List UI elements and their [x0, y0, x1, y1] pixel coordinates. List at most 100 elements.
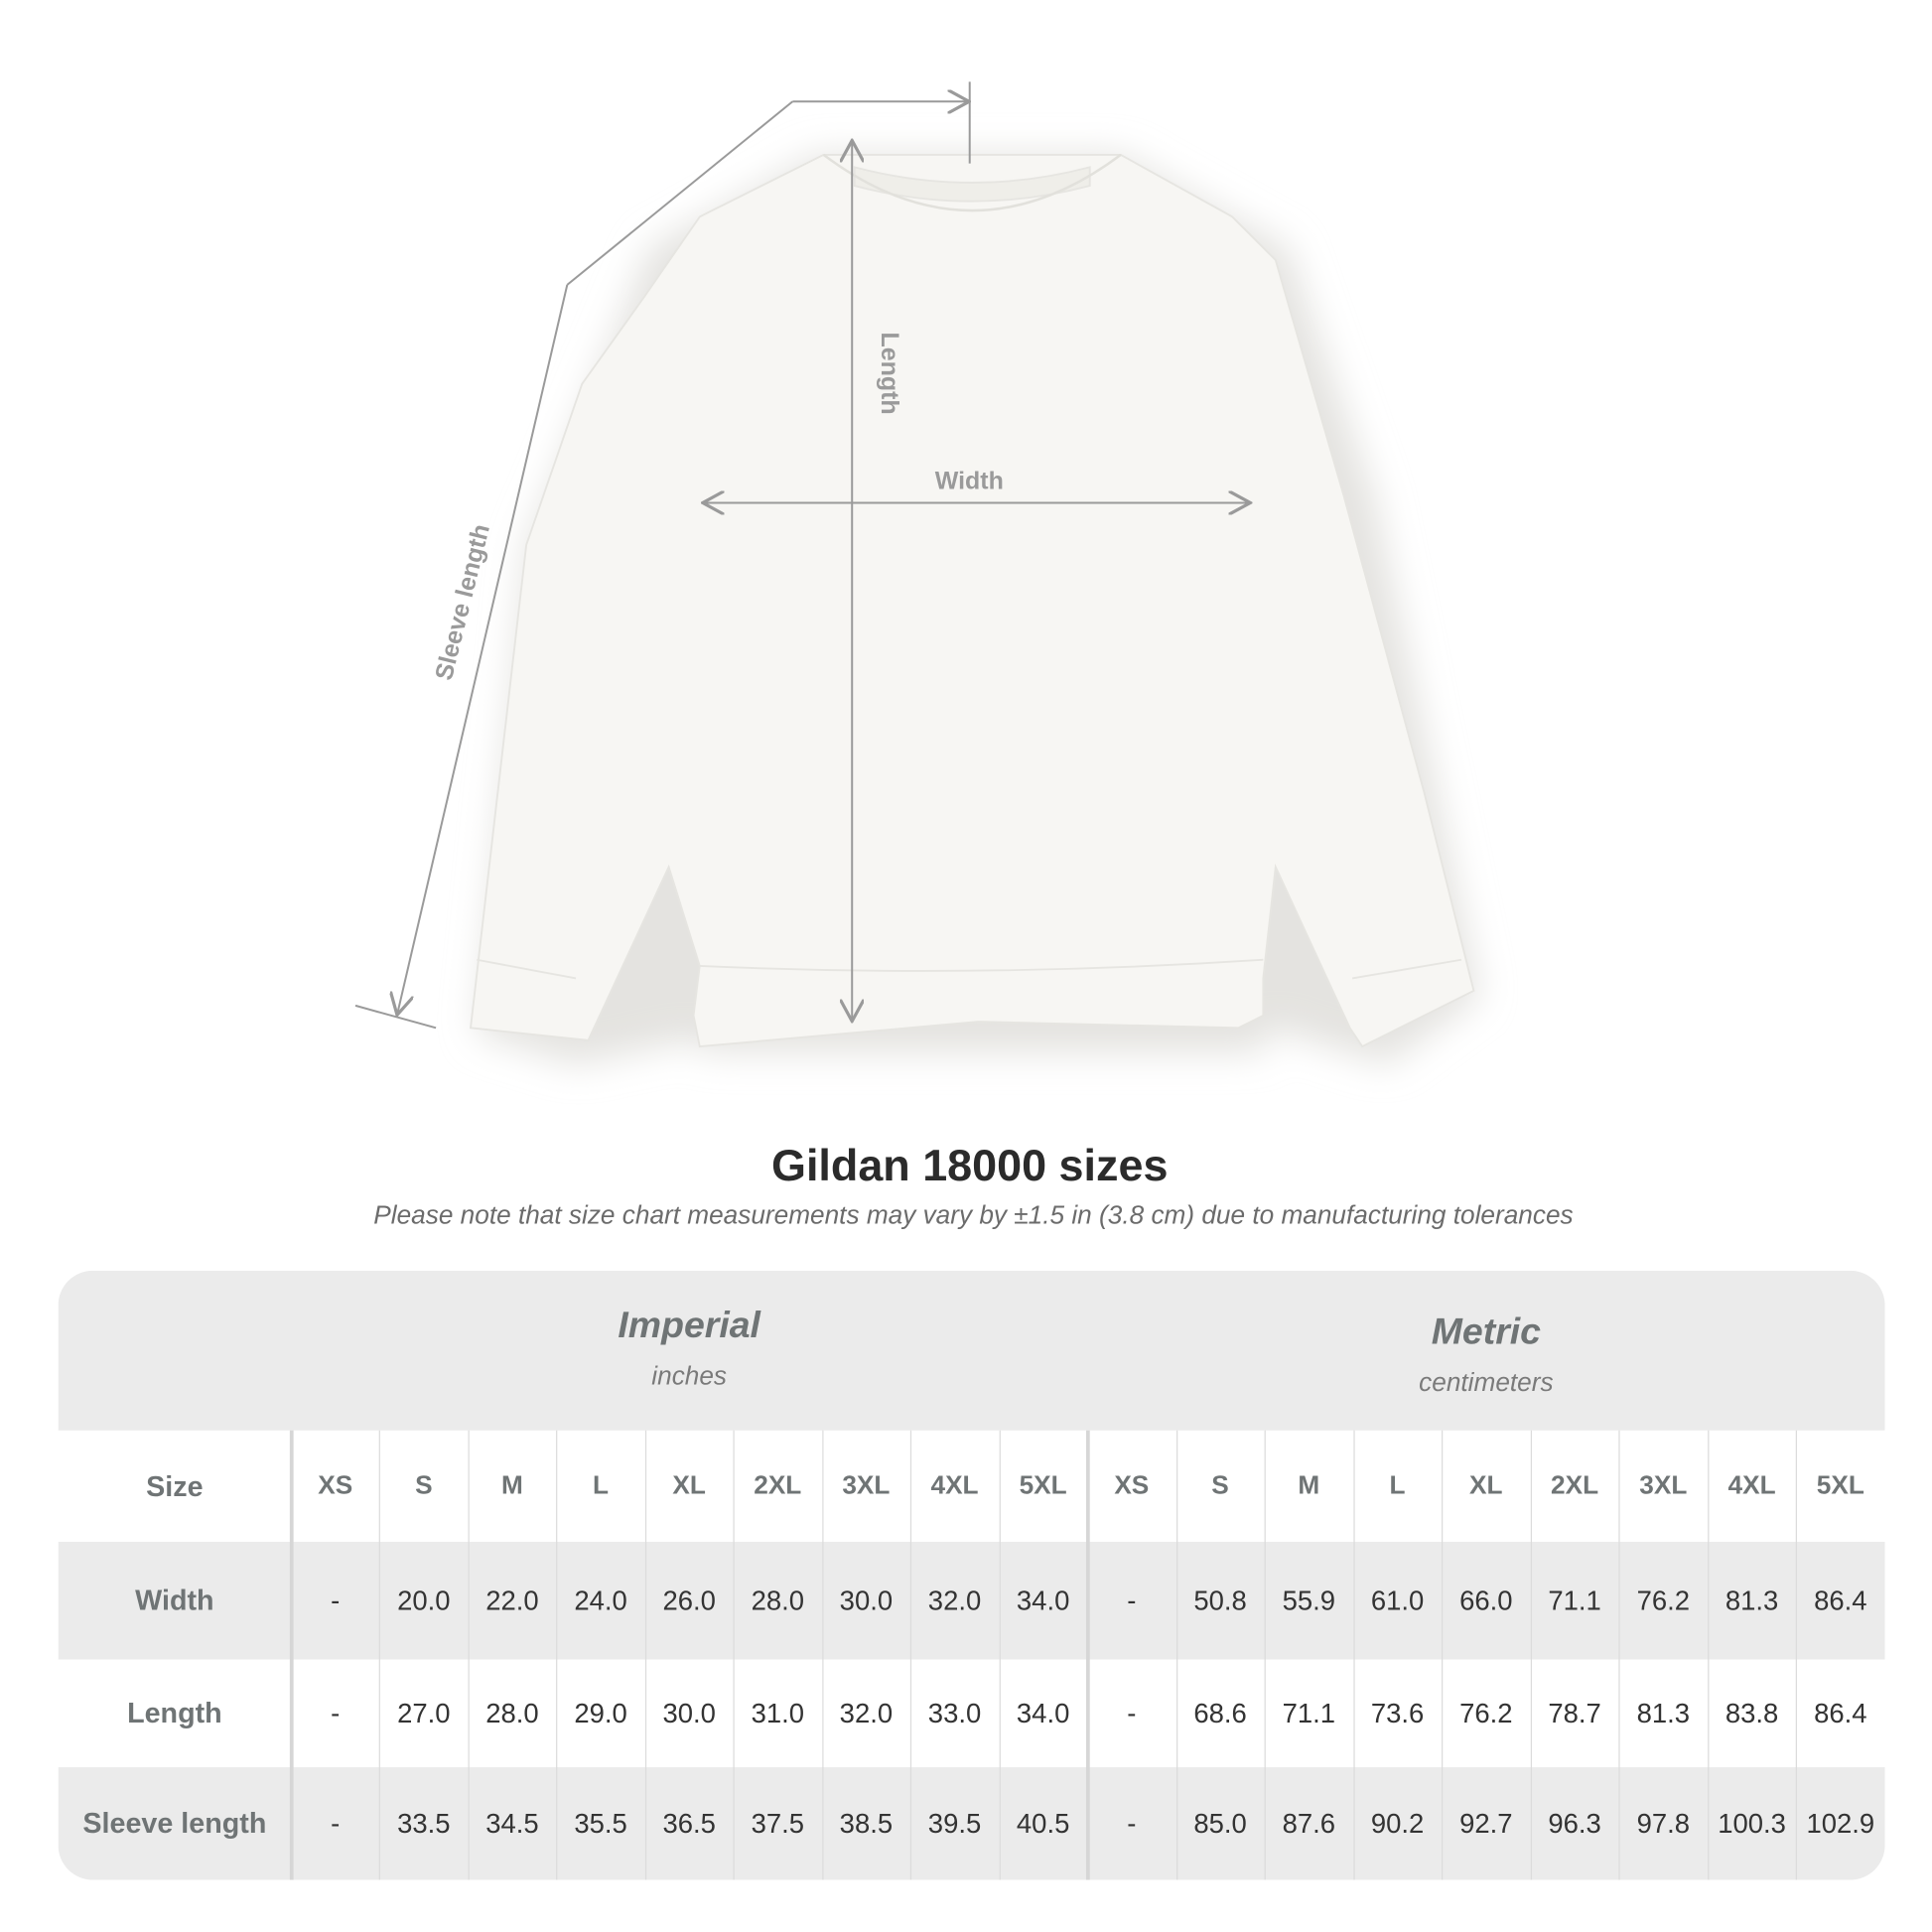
metric-unit: centimeters [1419, 1368, 1554, 1398]
imperial-size-header: 3XL [842, 1470, 891, 1500]
imperial-size-header: M [501, 1470, 523, 1500]
imperial-value-cell: 31.0 [751, 1697, 804, 1728]
imperial-value-cell: 40.5 [1016, 1807, 1070, 1839]
imperial-size-header: XS [318, 1470, 353, 1500]
imperial-size-header: XL [672, 1470, 706, 1500]
column-divider [1352, 1430, 1355, 1880]
metric-value-cell: 61.0 [1370, 1585, 1425, 1616]
metric-value-cell: 50.8 [1193, 1585, 1247, 1616]
column-divider [644, 1430, 646, 1880]
imperial-value-cell: 33.5 [397, 1807, 451, 1839]
metric-value-cell: 92.7 [1459, 1807, 1513, 1839]
column-divider [1264, 1430, 1266, 1880]
imperial-value-cell: 34.0 [1016, 1697, 1070, 1728]
row-label: Length [127, 1696, 222, 1729]
imperial-value-cell: 33.0 [927, 1697, 982, 1728]
metric-value-cell: 86.4 [1814, 1585, 1867, 1616]
metric-value-cell: 76.2 [1459, 1697, 1513, 1728]
metric-value-cell: 55.9 [1282, 1585, 1336, 1616]
metric-value-cell: 71.1 [1282, 1697, 1336, 1728]
metric-value-cell: 97.8 [1636, 1807, 1691, 1839]
metric-size-header: XL [1469, 1470, 1503, 1500]
length-label: Length [875, 332, 903, 415]
metric-value-cell: 71.1 [1548, 1585, 1601, 1616]
imperial-value-cell: - [331, 1585, 341, 1616]
metric-size-header: L [1389, 1470, 1406, 1500]
metric-value-cell: 102.9 [1806, 1807, 1875, 1839]
sweatshirt [469, 153, 1475, 1048]
column-divider [909, 1430, 912, 1880]
size-table: Imperial inches Metric centimeters Size XS S M L… [58, 1270, 1885, 1880]
column-divider [468, 1430, 470, 1880]
imperial-value-cell: 30.0 [662, 1697, 716, 1728]
size-label: Size [146, 1469, 204, 1502]
imperial-group: Imperial inches [291, 1271, 1087, 1465]
metric-value-cell: 73.6 [1370, 1697, 1425, 1728]
imperial-value-cell: 20.0 [397, 1585, 451, 1616]
row-band [58, 1542, 1885, 1660]
metric-value-cell: 85.0 [1193, 1807, 1247, 1839]
sweatshirt-diagram [354, 81, 1480, 1065]
column-divider [1085, 1430, 1090, 1880]
metric-size-header: 2XL [1551, 1470, 1599, 1500]
imperial-value-cell: - [331, 1697, 341, 1728]
table-row: Sleeve length - 33.5 34.5 35.5 36.5 37.5 38.5 39… [59, 1767, 1885, 1880]
metric-heading: Metric [1431, 1311, 1541, 1353]
page-title: Gildan 18000 sizes [771, 1139, 1169, 1190]
imperial-value-cell: 28.0 [751, 1585, 804, 1616]
imperial-value-cell: 38.5 [839, 1807, 894, 1839]
column-divider [1618, 1430, 1620, 1880]
metric-value-cell: - [1127, 1697, 1137, 1728]
row-label: Width [135, 1584, 214, 1616]
column-divider [1175, 1430, 1177, 1880]
imperial-size-header: 4XL [930, 1470, 979, 1500]
imperial-value-cell: 39.5 [927, 1807, 982, 1839]
metric-group: Metric centimeters [1087, 1271, 1884, 1471]
metric-size-header: 5XL [1816, 1470, 1864, 1500]
row-label: Sleeve length [82, 1806, 267, 1840]
metric-value-cell: 86.4 [1814, 1697, 1867, 1728]
imperial-value-cell: 24.0 [574, 1585, 627, 1616]
metric-size-header: 3XL [1639, 1470, 1688, 1500]
column-divider [1442, 1430, 1444, 1880]
width-label: Width [934, 468, 1004, 495]
column-divider [999, 1430, 1001, 1880]
imperial-size-header: S [415, 1470, 433, 1500]
metric-value-cell: - [1127, 1585, 1137, 1616]
imperial-unit: inches [651, 1362, 728, 1391]
metric-value-cell: 83.8 [1725, 1697, 1779, 1728]
imperial-size-header: 5XL [1019, 1470, 1067, 1500]
row-band [58, 1767, 1885, 1880]
imperial-value-cell: - [331, 1807, 341, 1839]
metric-value-cell: 81.3 [1725, 1585, 1779, 1616]
imperial-value-cell: 30.0 [839, 1585, 894, 1616]
column-divider [821, 1430, 824, 1880]
imperial-heading: Imperial [618, 1305, 760, 1346]
imperial-value-cell: 32.0 [839, 1697, 894, 1728]
metric-size-header: XS [1114, 1470, 1150, 1500]
imperial-value-cell: 34.5 [485, 1807, 539, 1839]
column-divider [289, 1430, 294, 1880]
imperial-value-cell: 34.0 [1016, 1585, 1070, 1616]
imperial-value-cell: 26.0 [662, 1585, 716, 1616]
metric-value-cell: - [1127, 1807, 1137, 1839]
imperial-value-cell: 36.5 [662, 1807, 716, 1839]
measurement-lines [354, 81, 1248, 1030]
metric-size-header: 4XL [1727, 1470, 1776, 1500]
column-divider [556, 1430, 558, 1880]
imperial-value-cell: 27.0 [397, 1697, 451, 1728]
tolerance-note: Please note that size chart measurements… [373, 1200, 1574, 1230]
column-divider [733, 1430, 735, 1880]
table-row: Length - 27.0 28.0 29.0 30.0 31.0 32.0 33.0 34.0 -… [59, 1660, 1885, 1768]
metric-size-header: S [1211, 1470, 1229, 1500]
column-divider [1530, 1430, 1532, 1880]
column-divider [379, 1430, 381, 1880]
metric-value-cell: 100.3 [1718, 1807, 1786, 1839]
header-band [58, 1270, 1885, 1431]
imperial-size-header: L [593, 1470, 610, 1500]
metric-size-header: M [1298, 1470, 1320, 1500]
metric-value-cell: 87.6 [1282, 1807, 1336, 1839]
metric-value-cell: 68.6 [1193, 1697, 1247, 1728]
imperial-value-cell: 28.0 [485, 1697, 539, 1728]
table-row: Width - 20.0 22.0 24.0 26.0 28.0 30.0 32.0 34.0 - 5… [59, 1542, 1885, 1660]
